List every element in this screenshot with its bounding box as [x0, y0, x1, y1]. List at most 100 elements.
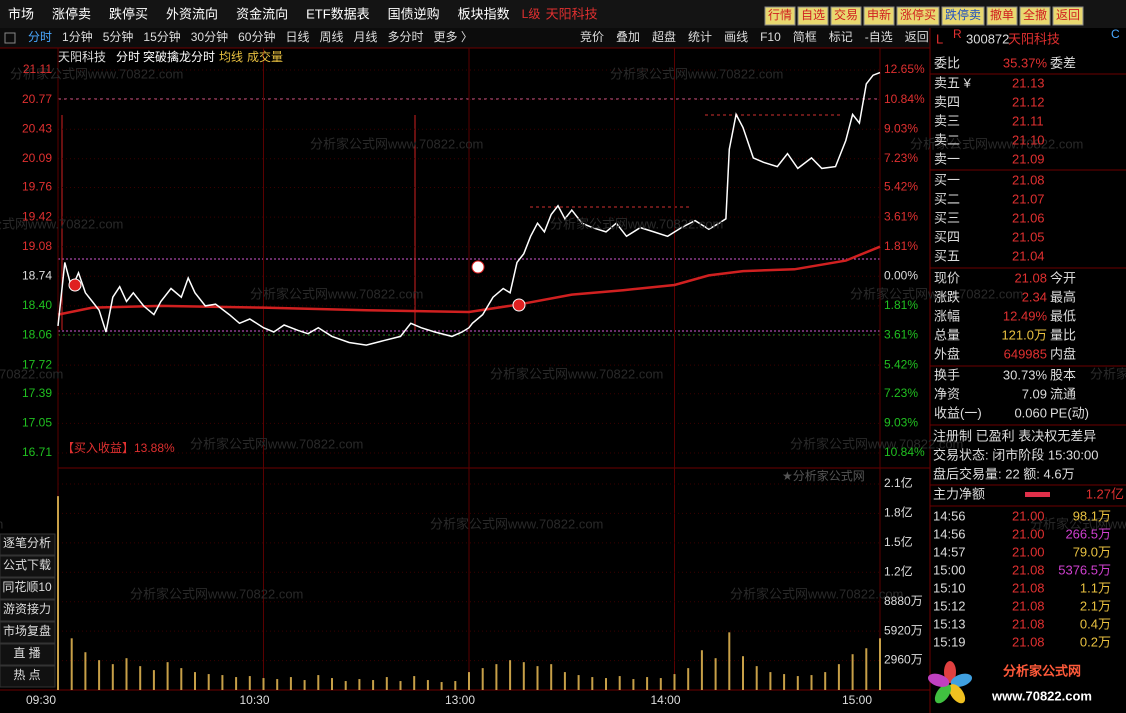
menu-button-bg[interactable] [1052, 6, 1084, 26]
period-tab[interactable]: 5分钟 [103, 29, 134, 44]
sidebar-button[interactable]: 公式下载 [3, 558, 51, 572]
volume-bar [262, 678, 265, 690]
price-tick-label: 19.42 [22, 209, 52, 223]
sidebar-button-bg[interactable] [0, 555, 56, 578]
volume-bar [235, 677, 238, 690]
period-tab[interactable]: 月线 [354, 30, 378, 44]
chart-header: 成交量 [247, 49, 283, 64]
menu-item[interactable]: 涨停卖 [52, 6, 91, 21]
menu-button-bg[interactable] [986, 6, 1018, 26]
volume-tick-label: 2960万 [884, 653, 923, 667]
period-tab[interactable]: 周线 [319, 30, 343, 44]
sidebar-button[interactable]: 逐笔分析 [3, 535, 51, 550]
tool-button[interactable]: 画线 [724, 30, 748, 44]
price-tick-label: 20.43 [22, 121, 52, 135]
tool-button[interactable]: F10 [760, 30, 781, 44]
volume-bar [810, 675, 813, 690]
menu-button-bg[interactable] [764, 6, 796, 26]
menu-button-bg[interactable] [830, 6, 862, 26]
period-tab[interactable]: 多分时 [388, 30, 424, 44]
tool-button[interactable]: 统计 [688, 30, 712, 44]
sidebar-button-bg[interactable] [0, 533, 56, 556]
period-tab[interactable]: 1分钟 [62, 29, 93, 44]
menu-item[interactable]: 资金流向 [236, 6, 288, 21]
tool-button[interactable]: 叠加 [616, 30, 640, 44]
volume-bar [276, 679, 279, 690]
period-tab[interactable]: 15分钟 [143, 29, 180, 44]
menu-item[interactable]: 板块指数 [458, 6, 510, 21]
tool-button[interactable]: 简框 [793, 30, 817, 44]
menu-item[interactable]: ETF数据表 [306, 6, 370, 21]
menu-button-bg[interactable] [797, 6, 829, 26]
bid-label: 买一 [934, 172, 960, 187]
trade-time: 15:19 [933, 634, 966, 649]
quote-label: 量比 [1050, 327, 1076, 342]
menu-button[interactable]: 返回 [1056, 8, 1080, 22]
menu-button[interactable]: 申新 [867, 7, 891, 22]
trade-volume: 98.1万 [1073, 508, 1111, 523]
menu-button[interactable]: 自选 [801, 8, 825, 22]
trade-time: 14:57 [933, 544, 966, 559]
pct-tick-label: 3.61% [884, 209, 918, 223]
time-tick-label: 10:30 [239, 693, 269, 707]
volume-tick-label: 1.2亿 [884, 563, 913, 578]
tool-button[interactable]: 竞价 [580, 30, 604, 44]
sidebar-button[interactable]: 直 播 [13, 646, 40, 660]
menu-button[interactable]: 跌停卖 [945, 7, 981, 22]
main-label: 主力净额 [933, 486, 985, 501]
sidebar-button[interactable]: 游资接力 [3, 601, 51, 616]
period-tab[interactable]: 60分钟 [238, 29, 275, 44]
volume-bar [194, 672, 196, 690]
menu-item[interactable]: 外资流向 [166, 6, 218, 21]
period-tab[interactable]: 30分钟 [191, 29, 228, 44]
sidebar-button-bg[interactable] [0, 643, 56, 666]
sidebar-button[interactable]: 同花顺10 [2, 579, 52, 594]
volume-bar [440, 682, 443, 690]
sidebar-button-bg[interactable] [0, 665, 56, 688]
price-tick-label: 17.05 [22, 416, 52, 430]
period-tab[interactable]: 分时 [28, 30, 52, 44]
tool-button[interactable]: 返回 [905, 30, 929, 44]
tool-button[interactable]: -自选 [865, 30, 893, 44]
menu-button-bg[interactable] [1019, 6, 1051, 26]
ask-price: 21.10 [1012, 132, 1045, 147]
trade-volume: 1.1万 [1080, 580, 1111, 595]
menu-button[interactable]: 涨停买 [900, 7, 936, 22]
menu-item[interactable]: 跌停买 [109, 6, 148, 21]
trade-price: 21.08 [1012, 616, 1045, 631]
menu-button-bg[interactable] [896, 6, 940, 26]
price-line [57, 71, 881, 346]
logo-petal [944, 661, 956, 683]
price-tick-label: 20.09 [22, 151, 52, 165]
volume-bar [111, 664, 114, 690]
panel-flag: R [953, 27, 962, 41]
quote-label: 外盘 [934, 346, 960, 361]
menu-button[interactable]: 行情 [768, 8, 792, 22]
volume-bar [413, 676, 416, 690]
trade-price: 21.08 [1012, 580, 1045, 595]
menu-item[interactable]: 国债逆购 [388, 6, 440, 21]
tool-button[interactable]: 标记 [829, 30, 853, 44]
sidebar-button-bg[interactable] [0, 599, 56, 622]
menu-button[interactable]: 全撤 [1023, 7, 1047, 22]
period-tab[interactable]: 更多 〉 [434, 30, 473, 44]
price-tick-label: 19.08 [22, 239, 52, 253]
sell-marker [512, 298, 526, 312]
menu-button-bg[interactable] [863, 6, 895, 26]
sidebar-button-bg[interactable] [0, 577, 56, 600]
period-tab[interactable]: 日线 [285, 30, 309, 44]
menu-button[interactable]: 交易 [834, 7, 858, 22]
bid-price: 21.07 [1012, 191, 1045, 206]
menu-item[interactable]: 市场 [8, 6, 34, 21]
ask-label: 卖五 ¥ [934, 75, 972, 90]
menu-button-bg[interactable] [941, 6, 985, 26]
sidebar-button[interactable]: 热 点 [13, 668, 40, 682]
menu-button[interactable]: 撤单 [990, 7, 1014, 22]
tool-button[interactable]: 超盘 [652, 29, 676, 44]
sidebar-button[interactable]: 市场复盘 [3, 623, 51, 638]
volume-bar [851, 654, 854, 690]
sidebar-button-bg[interactable] [0, 621, 56, 644]
time-tick-label: 13:00 [445, 693, 475, 707]
quote-value: 649985 [1004, 346, 1047, 361]
